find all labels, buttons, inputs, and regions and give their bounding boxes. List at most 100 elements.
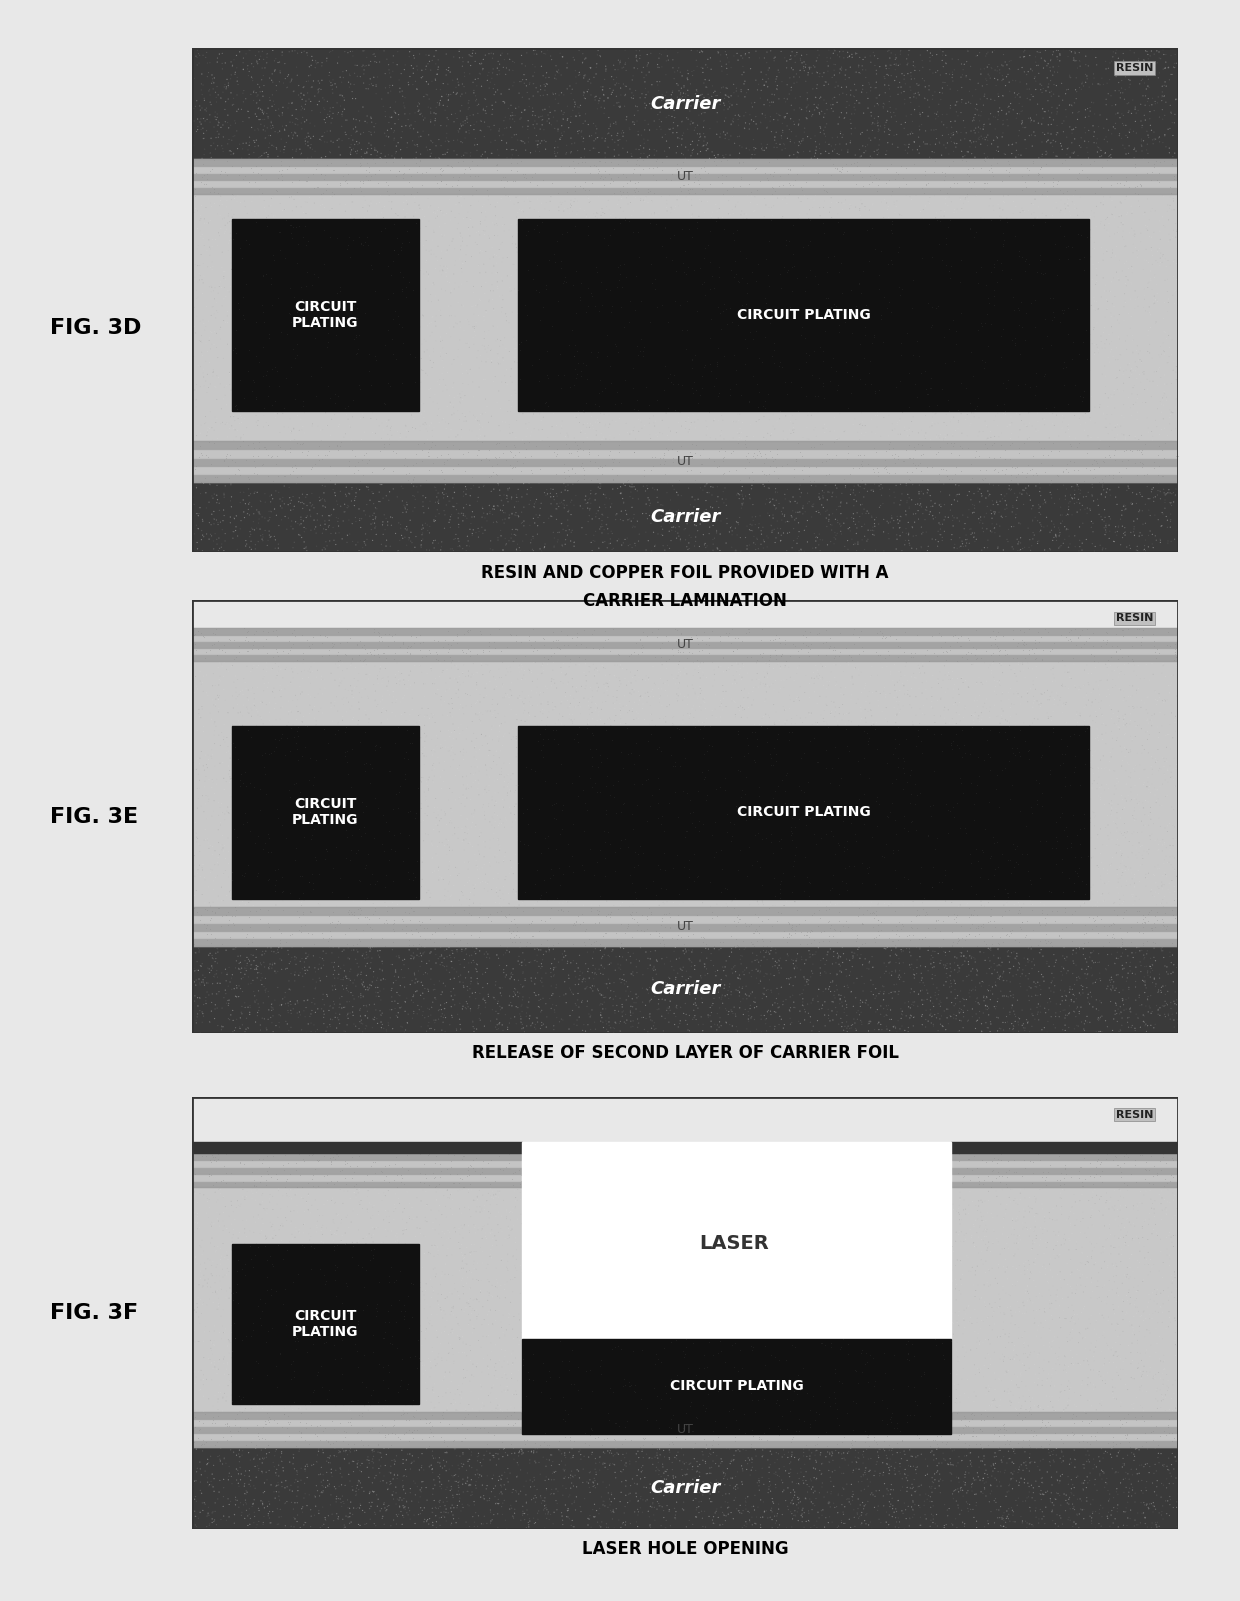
Point [708,163,728,189]
Point [295,1004,315,1029]
Point [980,480,999,506]
Point [340,946,360,972]
Point [356,887,376,913]
Point [534,849,554,874]
Point [849,455,869,480]
Point [795,291,815,317]
Point [412,1470,432,1495]
Point [438,256,458,282]
Point [994,191,1014,216]
Point [931,797,951,823]
Point [343,126,363,152]
Point [875,359,895,384]
Point [340,1185,360,1210]
Point [934,1342,954,1367]
Point [548,949,568,975]
Point [627,283,647,309]
Point [982,640,1002,666]
Point [728,748,748,773]
Point [322,949,342,975]
Point [885,1505,905,1531]
Point [1086,1499,1106,1524]
Point [697,423,717,448]
Point [362,762,382,788]
Point [932,355,952,381]
Point [466,740,486,765]
Point [668,482,688,508]
Point [945,58,965,83]
Point [458,978,477,1004]
Point [260,1282,280,1308]
Point [706,78,725,104]
Point [248,1294,268,1319]
Point [481,1508,501,1534]
Point [838,279,858,304]
Point [946,1377,966,1402]
Point [432,1017,451,1042]
Point [392,1511,412,1537]
Point [620,208,640,234]
Point [611,852,631,877]
Point [243,1310,263,1335]
Point [925,1511,945,1537]
Point [316,413,336,439]
Point [949,1303,968,1329]
Point [1091,1393,1111,1418]
Point [280,829,300,855]
Point [630,682,650,708]
Point [620,1434,640,1460]
Point [368,640,388,666]
Point [787,42,807,67]
Point [828,1406,848,1431]
Point [619,191,639,216]
Point [247,1174,267,1199]
Point [238,639,258,664]
Point [334,738,353,764]
Point [770,631,790,656]
Point [745,772,765,797]
Point [445,741,465,767]
Point [556,1398,575,1423]
Point [779,921,799,946]
Point [862,847,882,873]
Point [725,959,745,985]
Point [1158,528,1178,554]
Point [1006,1273,1025,1298]
Point [353,1226,373,1252]
Point [658,375,678,400]
Point [802,264,822,290]
Point [275,245,295,271]
Point [1095,792,1115,818]
Point [1099,394,1118,419]
Point [582,720,601,746]
Point [873,865,893,890]
Point [880,765,900,791]
Point [596,1009,616,1034]
Point [1061,1276,1081,1302]
Point [1110,855,1130,881]
Point [887,522,906,548]
Point [711,122,730,147]
Point [388,376,408,402]
Point [832,1510,852,1535]
Point [398,720,418,746]
Point [314,86,334,112]
Point [906,623,926,648]
Point [1152,980,1172,1005]
Point [280,1177,300,1202]
Point [546,628,565,653]
Point [429,487,449,512]
Point [947,692,967,717]
Point [1166,1465,1185,1491]
Point [567,853,587,879]
Point [357,738,377,764]
Point [683,1330,703,1356]
Point [436,253,456,279]
Point [569,402,589,427]
Point [1156,981,1176,1007]
Point [656,757,676,783]
Point [759,647,779,672]
Point [1029,429,1049,455]
Point [583,825,603,850]
Point [661,258,681,283]
